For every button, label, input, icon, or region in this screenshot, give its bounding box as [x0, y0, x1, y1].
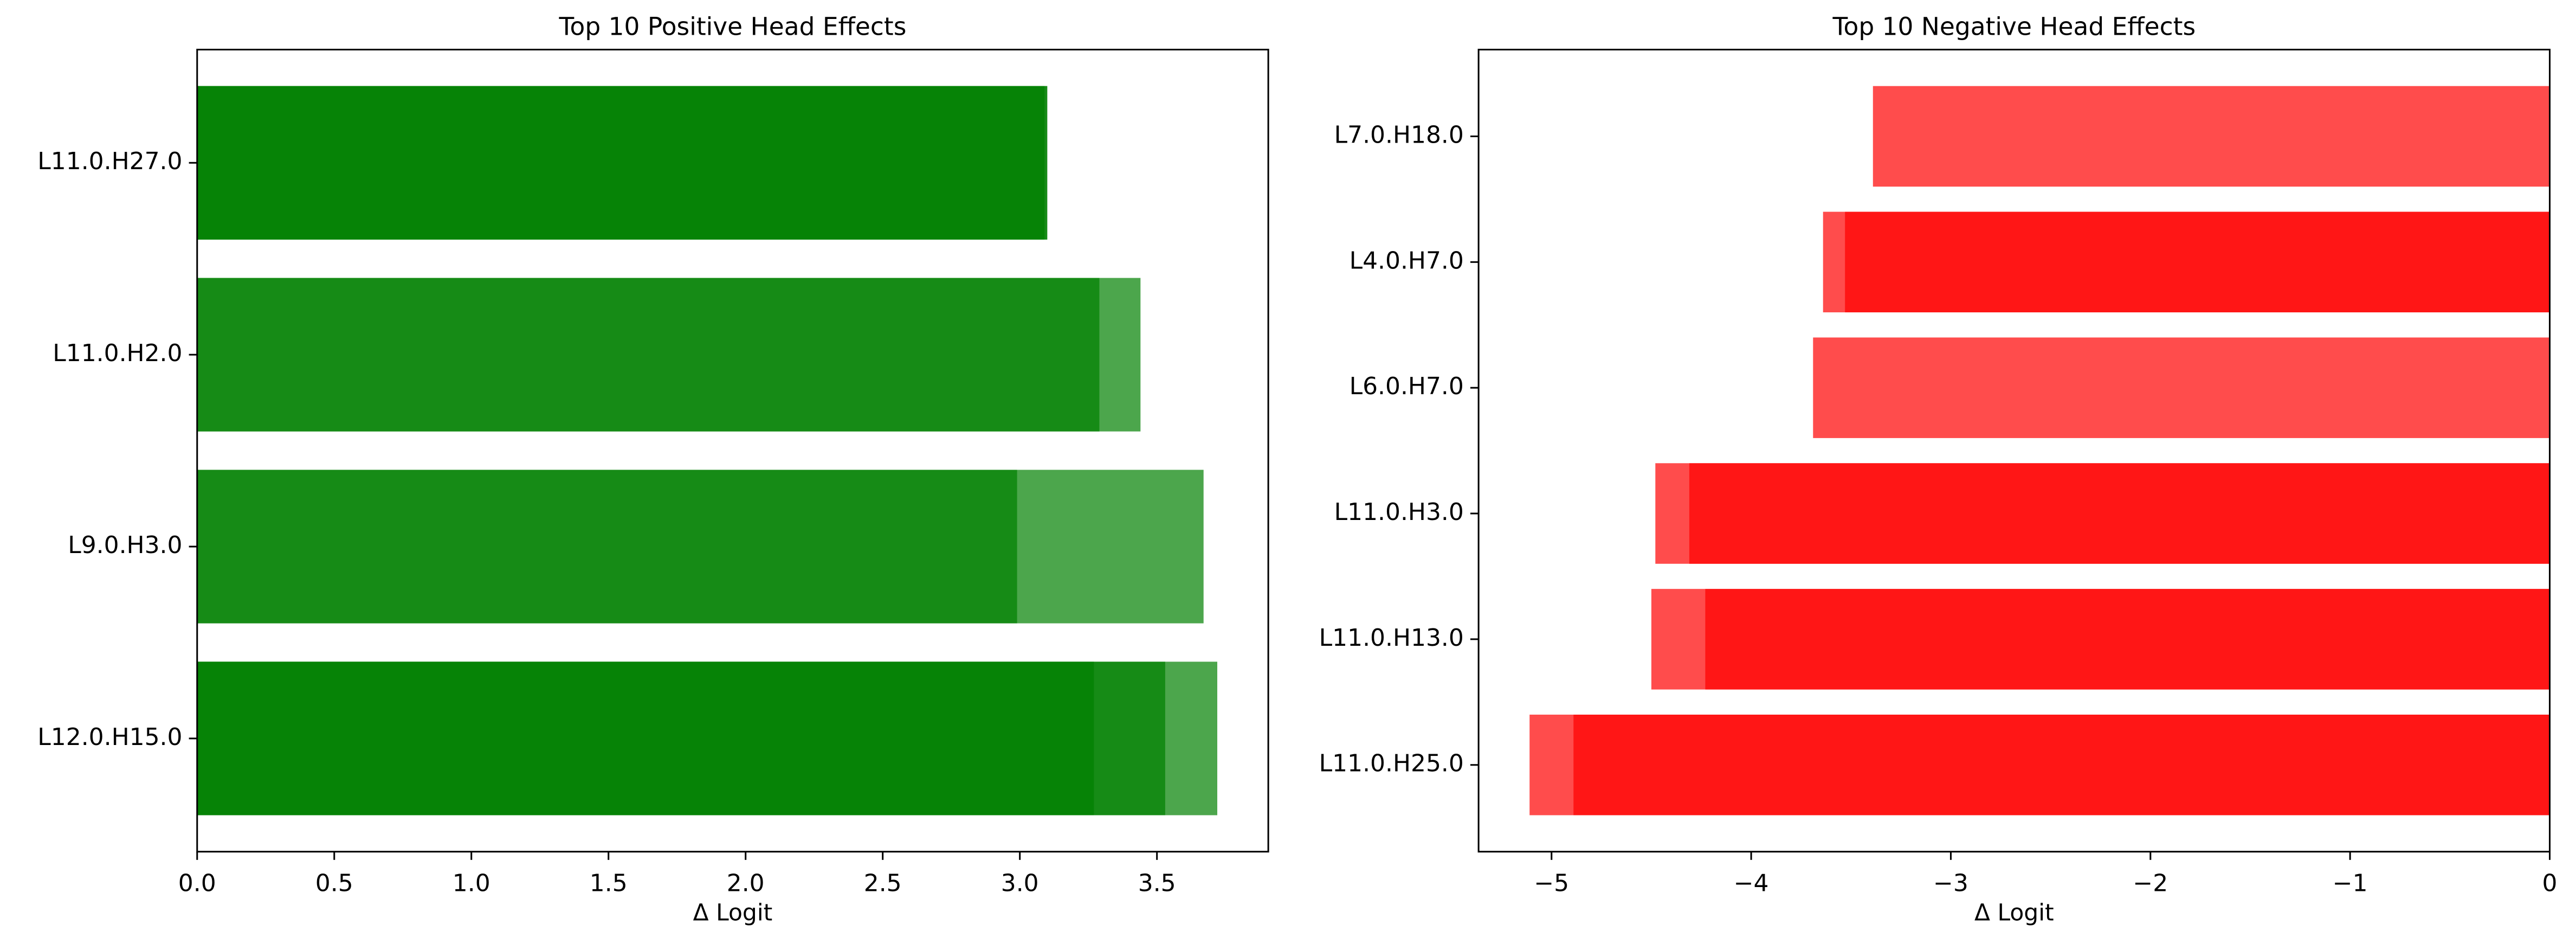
x-axis-label: Δ Logit: [1974, 900, 2054, 926]
x-tick-label: 3.5: [1138, 869, 1176, 897]
y-tick-label: L11.0.H27.0: [37, 147, 182, 175]
x-tick-label: −3: [1933, 869, 1968, 897]
x-tick-label: −4: [1734, 869, 1769, 897]
x-tick-label: 2.5: [864, 869, 902, 897]
x-tick-label: 0: [2542, 869, 2558, 897]
x-tick-label: 0.0: [178, 869, 216, 897]
y-tick-label: L11.0.H25.0: [1319, 750, 1464, 778]
bar: [197, 662, 1218, 815]
x-tick-label: −2: [2133, 869, 2168, 897]
y-tick-label: L7.0.H18.0: [1334, 121, 1464, 149]
bar: [197, 86, 1048, 240]
x-axis-label: Δ Logit: [693, 900, 773, 926]
axes-frame: [196, 48, 1269, 853]
bar: [197, 470, 1204, 624]
y-tick-label: L11.0.H13.0: [1319, 624, 1464, 652]
x-tick-label: 3.0: [1001, 869, 1039, 897]
y-tick-label: L11.0.H2.0: [53, 339, 182, 367]
y-tick-label: L4.0.H7.0: [1350, 247, 1464, 274]
chart-title: Top 10 Negative Head Effects: [1832, 12, 2196, 41]
bar: [1651, 589, 2550, 690]
x-tick-label: −1: [2333, 869, 2368, 897]
x-tick-label: 1.0: [453, 869, 490, 897]
bar: [1823, 211, 2550, 313]
axes-frame: [1477, 48, 2551, 853]
y-tick-label: L11.0.H3.0: [1334, 498, 1464, 526]
x-tick-label: 0.5: [315, 869, 353, 897]
y-tick-label: L9.0.H3.0: [68, 531, 182, 559]
chart-title: Top 10 Positive Head Effects: [558, 12, 906, 41]
x-tick-label: −5: [1534, 869, 1569, 897]
y-tick-label: L12.0.H15.0: [37, 723, 182, 751]
bar: [1873, 86, 2550, 187]
bar: [1813, 337, 2550, 438]
bar: [1655, 463, 2550, 564]
y-tick-label: L6.0.H7.0: [1350, 373, 1464, 400]
bar: [1529, 714, 2550, 815]
x-tick-label: 2.0: [727, 869, 765, 897]
bar: [197, 278, 1141, 432]
x-tick-label: 1.5: [590, 869, 628, 897]
